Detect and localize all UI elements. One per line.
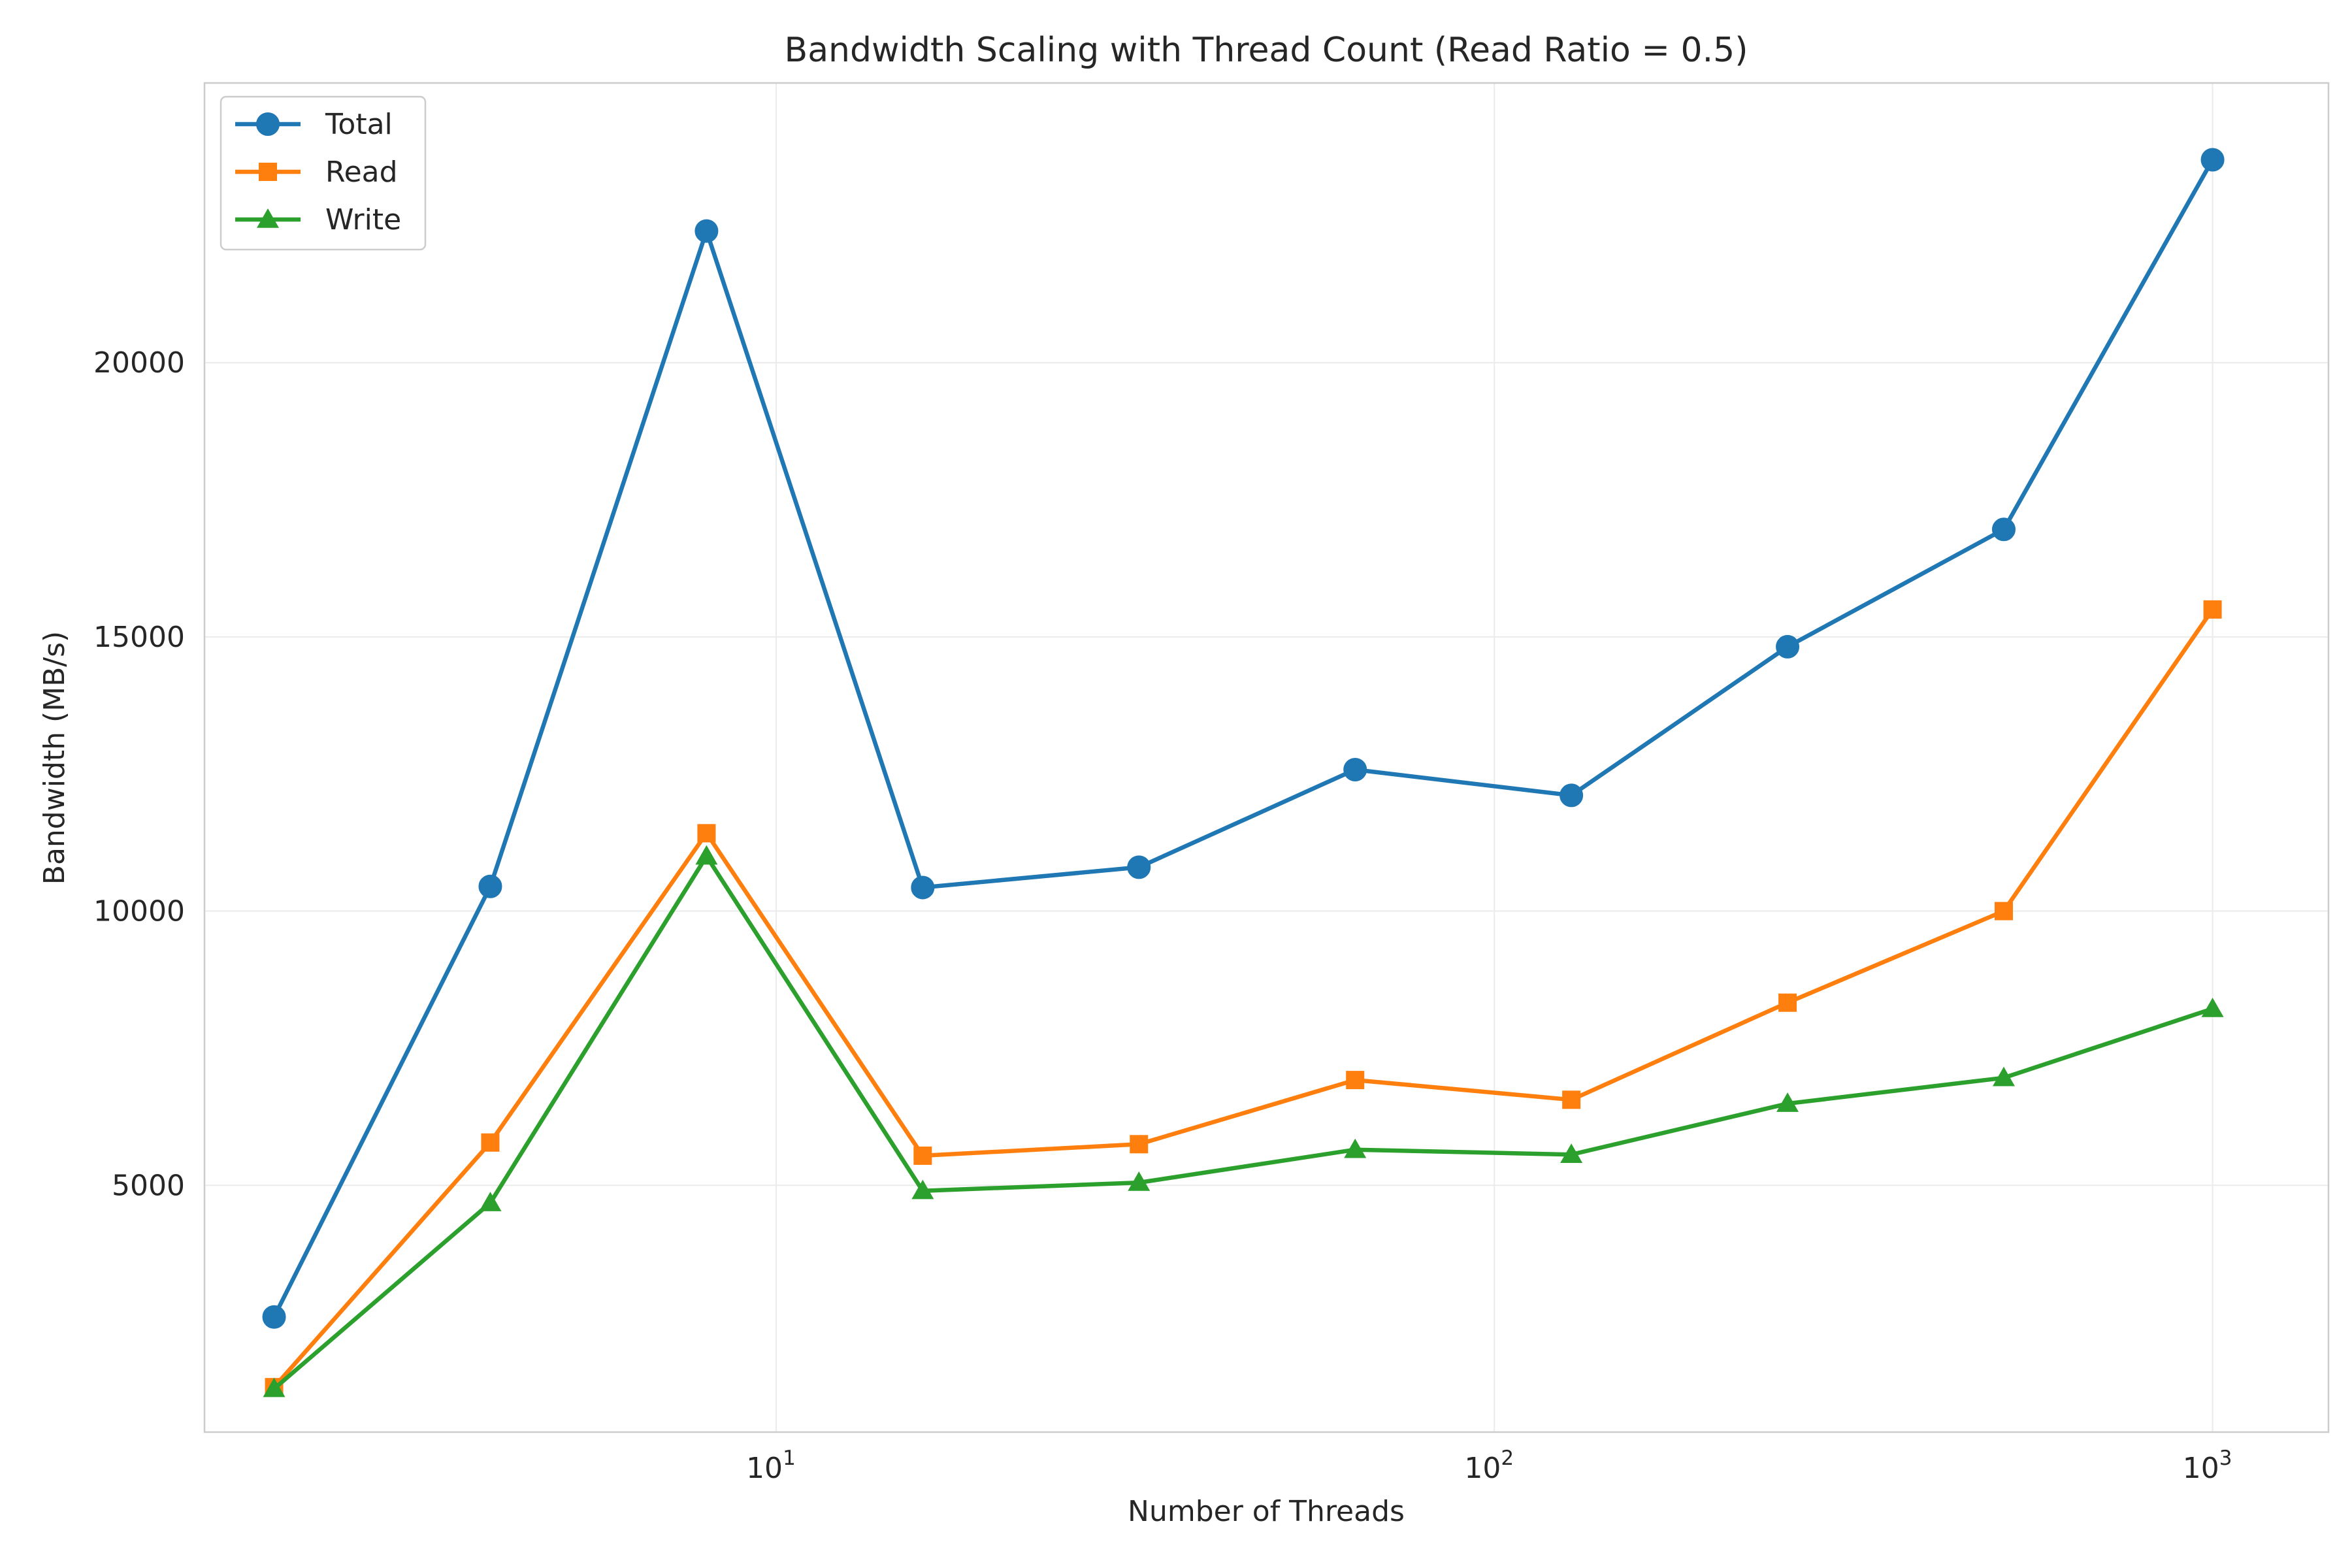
x-tick-base: 10 [2183, 1452, 2219, 1485]
legend-label-write: Write [325, 203, 401, 237]
y-tick-label: 15000 [93, 621, 185, 654]
series-total-point [1127, 855, 1151, 879]
series-write-point [1560, 1143, 1583, 1163]
series-total-line [272, 157, 2215, 1319]
series-total-point [478, 874, 502, 898]
x-tick-exponent: 1 [783, 1446, 796, 1470]
series-write-point [1128, 1171, 1151, 1191]
series-read-line [272, 607, 2215, 1390]
y-tick-label: 20000 [93, 346, 185, 380]
series-total-point [1343, 757, 1367, 781]
series-total-point [1776, 634, 1800, 659]
series-write-point [1992, 1066, 2015, 1086]
series-write-point [695, 845, 718, 865]
x-tick-label: 102 [1464, 1446, 1514, 1485]
x-tick-exponent: 2 [1501, 1446, 1514, 1470]
legend-marker-total [256, 112, 280, 136]
series-read-point [1778, 993, 1797, 1012]
series-read-point [481, 1133, 500, 1152]
grid-layer [204, 83, 2328, 1432]
series-layer [262, 148, 2225, 1397]
series-total-point [2200, 148, 2225, 172]
series-write-point [263, 1377, 286, 1397]
x-tick-base: 10 [1464, 1452, 1501, 1485]
series-read-point [1994, 902, 2013, 921]
x-tick-base: 10 [746, 1452, 783, 1485]
y-axis-label: Bandwidth (MB/s) [38, 631, 71, 885]
series-total-point [262, 1305, 286, 1329]
x-tick-label: 101 [746, 1446, 796, 1485]
legend-marker-read [259, 163, 277, 181]
legend: Total Read Write [220, 95, 427, 251]
legend-label-total: Total [325, 108, 393, 141]
series-read-point [1346, 1071, 1365, 1090]
series-write-point [1344, 1138, 1367, 1158]
series-write-point [911, 1179, 934, 1200]
series-write [263, 845, 2224, 1397]
series-read-point [2203, 600, 2222, 619]
series-read-point [913, 1146, 932, 1165]
series-total-point [1560, 783, 1584, 808]
x-axis-label: Number of Threads [1128, 1495, 1405, 1528]
legend-label-read: Read [325, 155, 398, 189]
series-total-point [694, 219, 719, 243]
x-tick-exponent: 3 [2219, 1446, 2232, 1470]
series-write-point [479, 1192, 502, 1211]
y-tick-label: 5000 [112, 1169, 185, 1202]
x-tick-label: 103 [2183, 1446, 2232, 1485]
series-total-point [1991, 517, 2016, 542]
chart-title: Bandwidth Scaling with Thread Count (Rea… [785, 31, 1748, 70]
series-total-point [911, 875, 935, 900]
series-write-point [2201, 997, 2224, 1017]
series-total [262, 148, 2225, 1329]
series-read-point [697, 824, 716, 843]
y-tick-label: 10000 [93, 895, 185, 928]
legend-marker-write [257, 208, 279, 228]
series-read-point [1562, 1090, 1581, 1109]
series-write-point [1776, 1092, 1799, 1112]
series-write-line [272, 854, 2215, 1391]
series-read-point [1130, 1135, 1149, 1154]
plot-frame [203, 82, 2330, 1433]
